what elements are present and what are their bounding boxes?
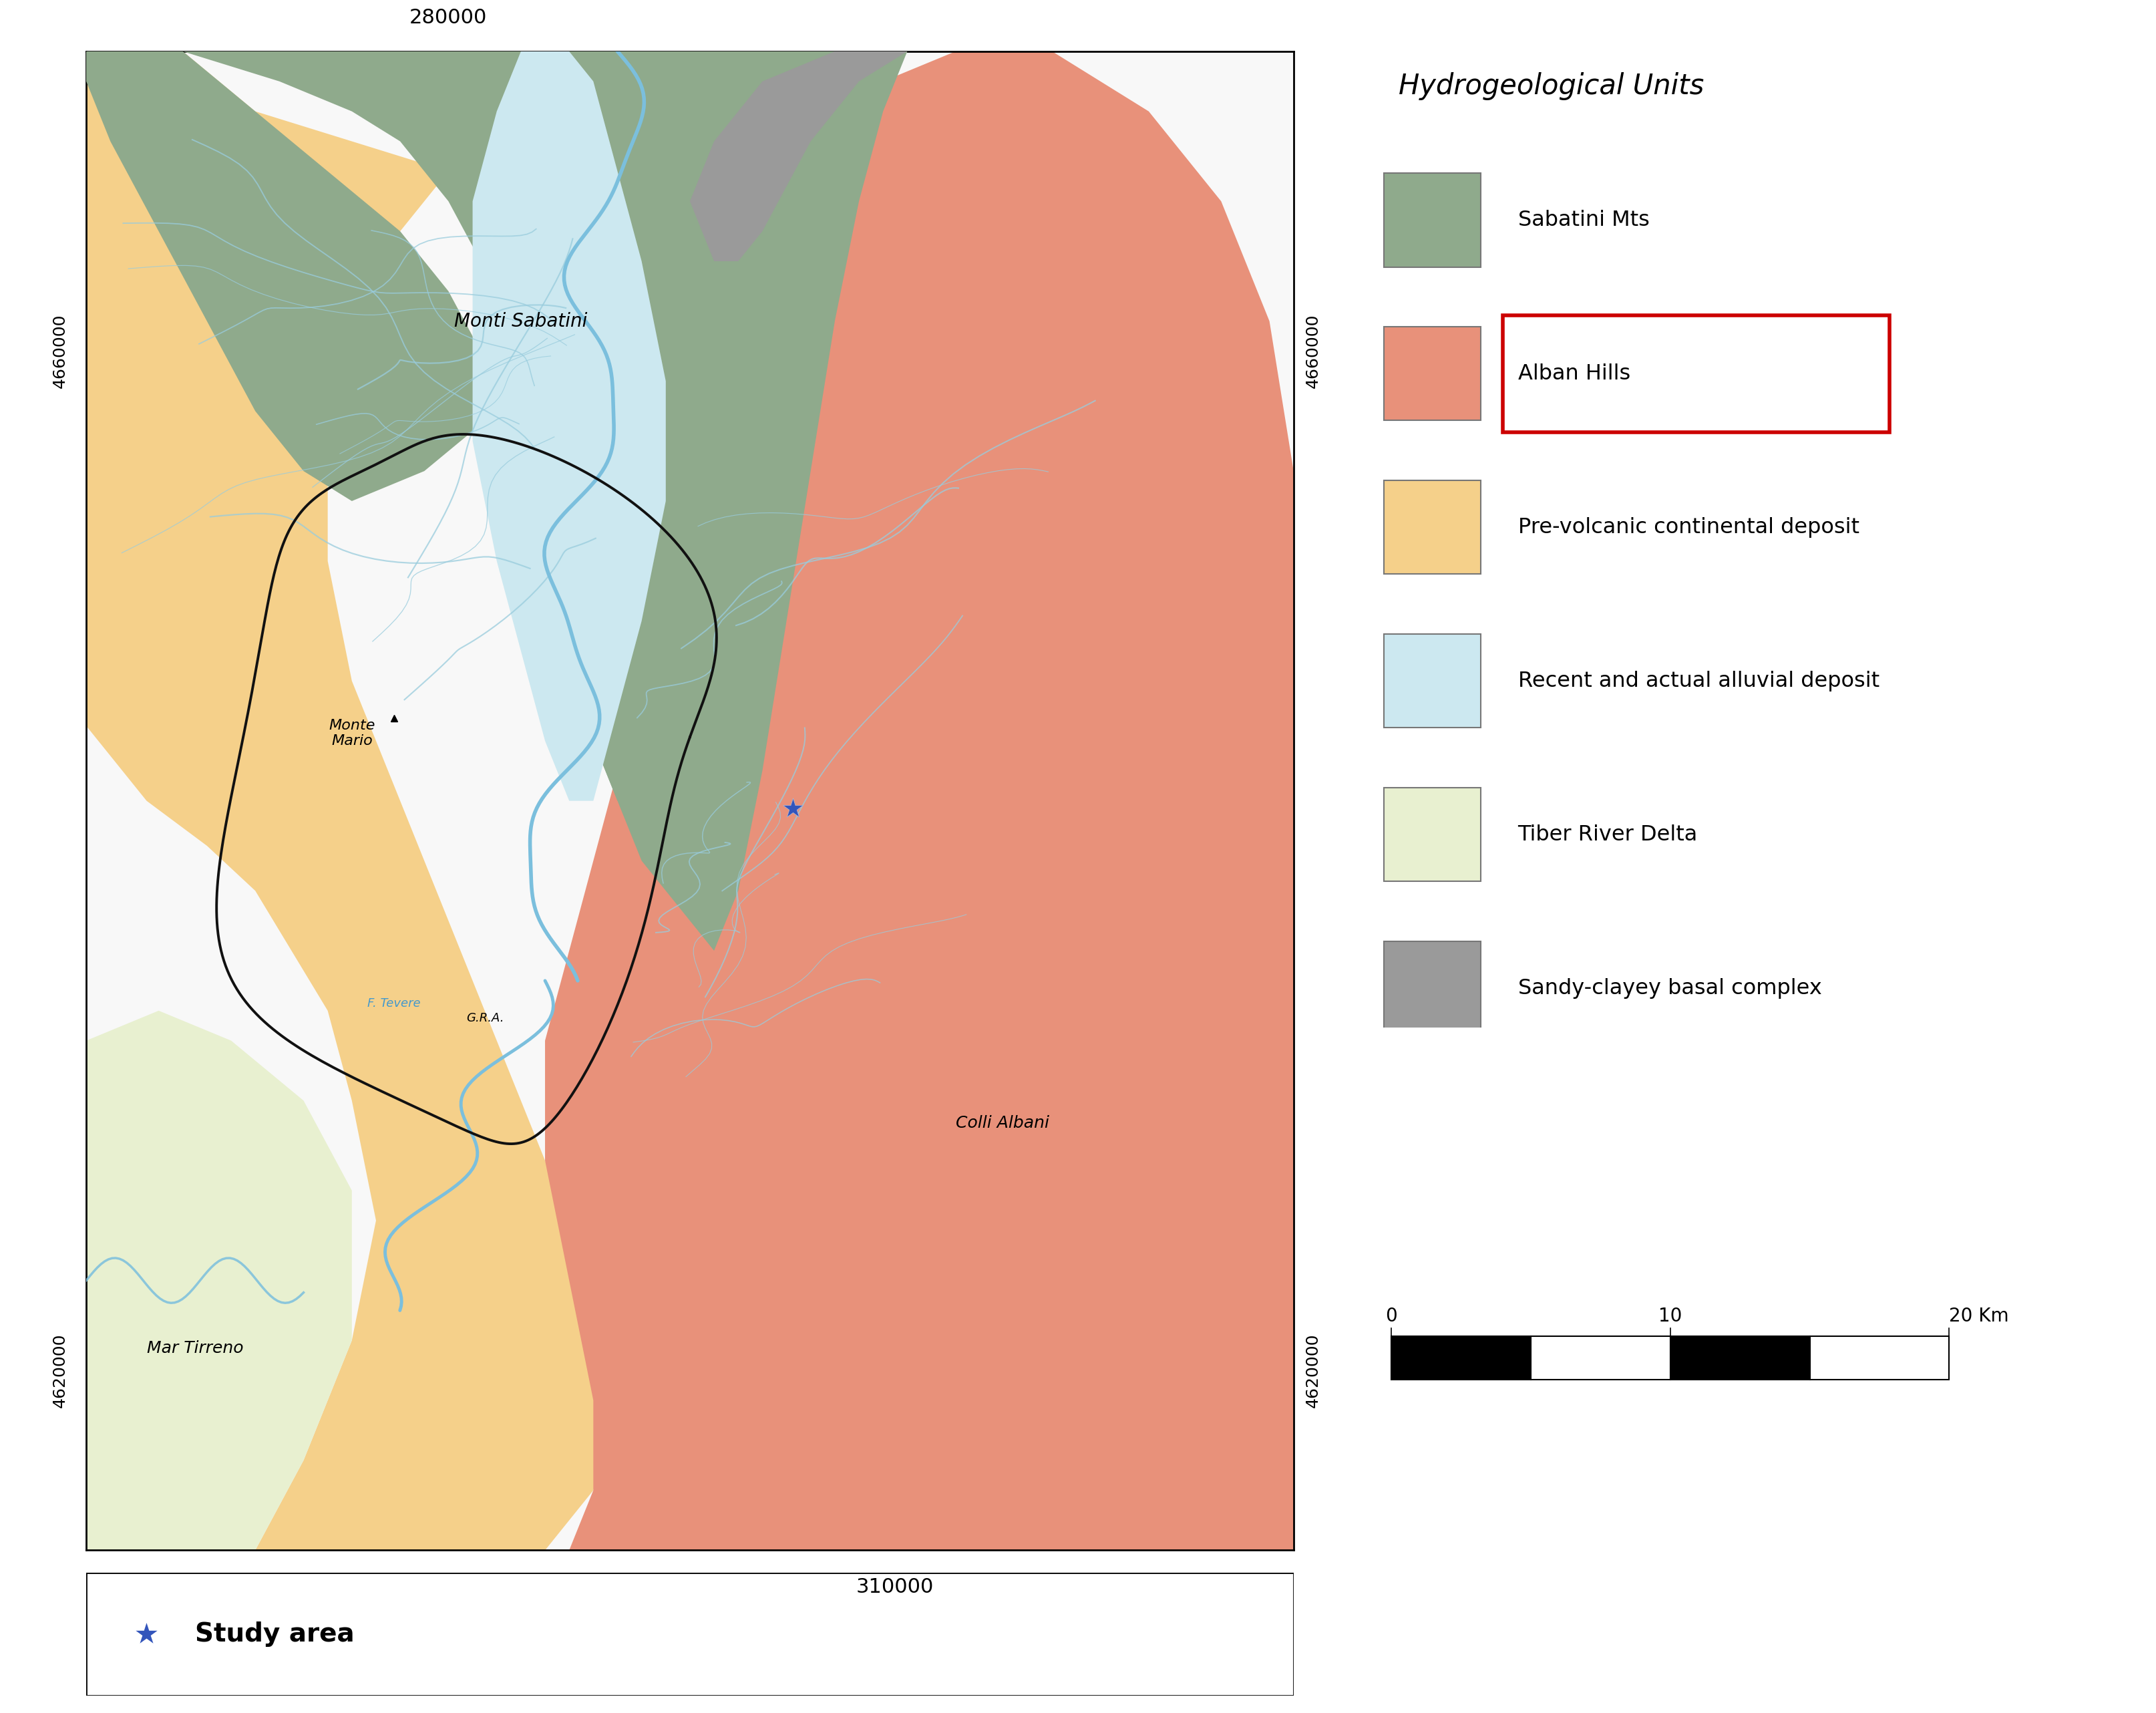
Text: G.R.A.: G.R.A. bbox=[466, 1012, 505, 1024]
Text: 4660000: 4660000 bbox=[1304, 313, 1322, 389]
Bar bbox=[1384, 942, 1481, 1035]
Text: Monte
Mario: Monte Mario bbox=[328, 719, 375, 749]
Bar bbox=[1671, 1336, 1809, 1379]
Text: Tiber River Delta: Tiber River Delta bbox=[1518, 824, 1697, 845]
Bar bbox=[1809, 1336, 1949, 1379]
Polygon shape bbox=[86, 51, 908, 951]
Text: 310000: 310000 bbox=[856, 1578, 934, 1597]
Text: 0: 0 bbox=[1386, 1307, 1397, 1326]
Text: 20 Km: 20 Km bbox=[1949, 1307, 2009, 1326]
Text: Pre-volcanic continental deposit: Pre-volcanic continental deposit bbox=[1518, 517, 1858, 538]
Text: 4620000: 4620000 bbox=[52, 1333, 67, 1408]
Text: 280000: 280000 bbox=[410, 9, 487, 27]
Polygon shape bbox=[690, 51, 908, 260]
Text: Recent and actual alluvial deposit: Recent and actual alluvial deposit bbox=[1518, 671, 1880, 692]
Bar bbox=[1503, 315, 1889, 432]
Text: Colli Albani: Colli Albani bbox=[955, 1115, 1050, 1131]
Text: Monti Sabatini: Monti Sabatini bbox=[455, 312, 586, 331]
Bar bbox=[1384, 481, 1481, 574]
Bar bbox=[1384, 327, 1481, 421]
Text: 10: 10 bbox=[1658, 1307, 1682, 1326]
Bar bbox=[1384, 634, 1481, 728]
Polygon shape bbox=[472, 51, 666, 802]
Polygon shape bbox=[86, 51, 908, 802]
Bar bbox=[1384, 788, 1481, 882]
Bar bbox=[1531, 1336, 1671, 1379]
Point bbox=[129, 1620, 164, 1648]
Bar bbox=[1391, 1336, 1531, 1379]
Polygon shape bbox=[545, 51, 1294, 1550]
Polygon shape bbox=[86, 1011, 351, 1550]
Text: Study area: Study area bbox=[194, 1622, 354, 1646]
Text: Sandy-clayey basal complex: Sandy-clayey basal complex bbox=[1518, 978, 1822, 999]
Text: 4620000: 4620000 bbox=[1304, 1333, 1322, 1408]
Text: Mar Tirreno: Mar Tirreno bbox=[147, 1340, 244, 1357]
Text: 4660000: 4660000 bbox=[52, 313, 67, 389]
Text: Alban Hills: Alban Hills bbox=[1518, 363, 1630, 384]
Text: F. Tevere: F. Tevere bbox=[367, 997, 420, 1009]
Polygon shape bbox=[86, 51, 617, 1550]
Bar bbox=[1384, 173, 1481, 267]
Point bbox=[776, 795, 811, 822]
Text: Hydrogeological Units: Hydrogeological Units bbox=[1399, 72, 1703, 101]
Text: Sabatini Mts: Sabatini Mts bbox=[1518, 209, 1649, 231]
